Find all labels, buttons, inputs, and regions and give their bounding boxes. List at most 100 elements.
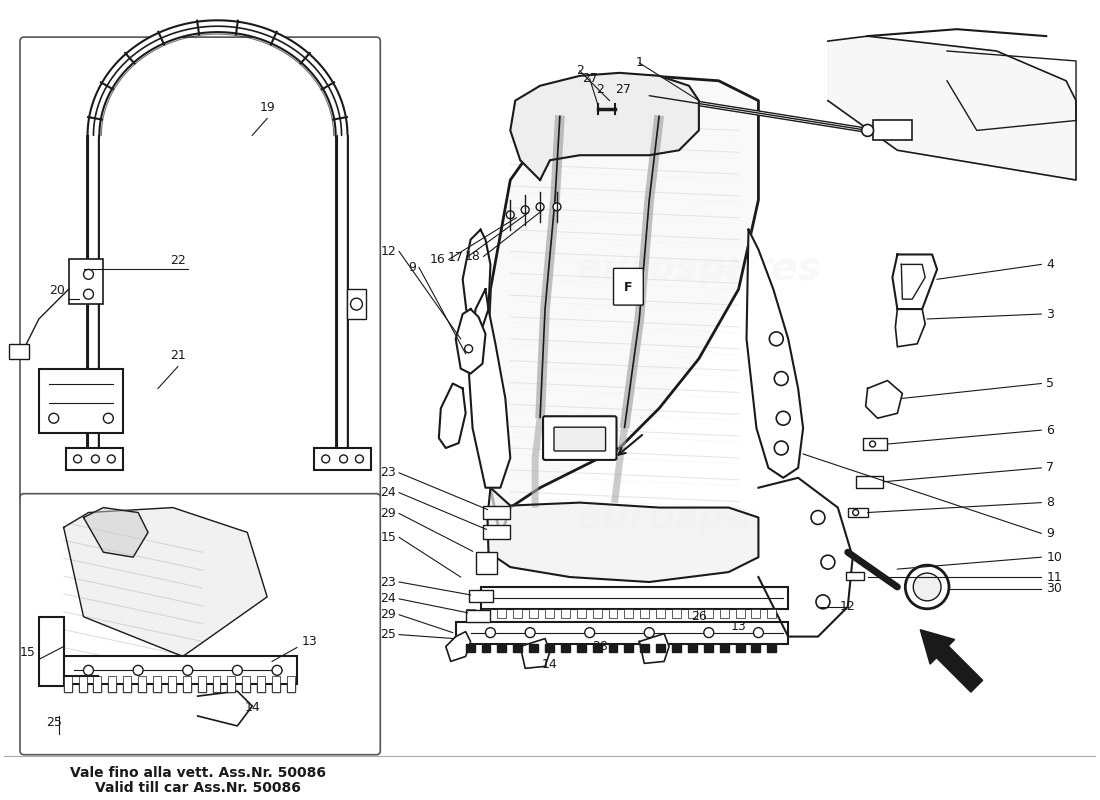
Bar [123, 676, 131, 692]
Text: 23: 23 [381, 466, 396, 479]
Bar [576, 609, 585, 618]
Circle shape [232, 666, 242, 675]
Bar [529, 643, 538, 653]
Bar [198, 684, 206, 692]
Bar [529, 609, 538, 618]
Bar [482, 609, 491, 618]
Bar [242, 676, 251, 692]
Bar [183, 676, 190, 692]
Text: 9: 9 [408, 261, 416, 274]
Polygon shape [455, 309, 485, 374]
Text: 11: 11 [1046, 570, 1062, 583]
Bar [153, 676, 161, 692]
Bar [168, 684, 176, 692]
FancyBboxPatch shape [862, 438, 888, 450]
Text: 27: 27 [616, 82, 631, 96]
Circle shape [351, 298, 362, 310]
Bar [94, 676, 101, 692]
Bar [544, 609, 554, 618]
Polygon shape [866, 381, 902, 418]
Bar [719, 643, 728, 653]
Bar [242, 684, 251, 692]
Bar [625, 643, 634, 653]
Circle shape [506, 211, 515, 218]
Circle shape [485, 628, 495, 638]
Bar [465, 609, 474, 618]
Text: 5: 5 [1046, 377, 1054, 390]
Polygon shape [463, 230, 491, 339]
Text: 15: 15 [381, 531, 396, 544]
Bar [657, 643, 665, 653]
Bar [544, 643, 554, 653]
Bar [482, 643, 491, 653]
Bar [139, 684, 146, 692]
Polygon shape [639, 634, 669, 663]
FancyBboxPatch shape [614, 268, 644, 305]
Circle shape [704, 628, 714, 638]
Bar [608, 609, 617, 618]
Circle shape [525, 628, 535, 638]
Bar [514, 609, 522, 618]
Text: 26: 26 [691, 610, 707, 623]
Circle shape [340, 455, 348, 463]
Bar [183, 684, 190, 692]
Bar [108, 676, 117, 692]
Text: eurospares: eurospares [107, 582, 299, 611]
Bar [719, 609, 728, 618]
Text: F: F [624, 281, 632, 294]
Bar [736, 643, 745, 653]
FancyBboxPatch shape [872, 121, 912, 140]
Text: 15: 15 [20, 646, 36, 659]
Text: 13: 13 [301, 634, 318, 647]
Bar [94, 684, 101, 692]
Circle shape [913, 573, 940, 601]
FancyBboxPatch shape [846, 572, 864, 580]
Circle shape [585, 628, 595, 638]
FancyBboxPatch shape [455, 622, 789, 643]
Circle shape [84, 290, 94, 299]
Bar [672, 643, 681, 653]
Text: 12: 12 [381, 245, 396, 258]
Circle shape [108, 455, 115, 463]
Text: 29: 29 [381, 608, 396, 622]
Circle shape [774, 371, 789, 386]
Text: 30: 30 [1046, 582, 1063, 595]
Bar [704, 643, 713, 653]
Circle shape [321, 455, 330, 463]
Polygon shape [84, 507, 148, 557]
Polygon shape [895, 309, 925, 346]
Bar [212, 684, 220, 692]
Text: 12: 12 [840, 600, 856, 614]
Polygon shape [520, 638, 550, 668]
Text: 14: 14 [542, 658, 558, 671]
Polygon shape [510, 73, 698, 180]
Bar [657, 609, 665, 618]
Text: eurospares: eurospares [576, 498, 822, 537]
Text: 27: 27 [582, 72, 597, 86]
Bar [272, 684, 280, 692]
Polygon shape [439, 383, 465, 448]
Text: 16: 16 [430, 253, 446, 266]
Bar [768, 609, 777, 618]
Circle shape [48, 414, 58, 423]
Text: 3: 3 [1046, 307, 1054, 321]
Bar [640, 643, 649, 653]
FancyBboxPatch shape [856, 476, 883, 488]
Bar [228, 676, 235, 692]
Text: 29: 29 [381, 507, 396, 520]
Polygon shape [485, 76, 758, 538]
FancyBboxPatch shape [20, 37, 381, 502]
Text: Vale fino alla vett. Ass.Nr. 50086: Vale fino alla vett. Ass.Nr. 50086 [69, 766, 326, 780]
Text: 6: 6 [1046, 424, 1054, 437]
FancyBboxPatch shape [9, 344, 29, 358]
FancyBboxPatch shape [39, 369, 123, 433]
FancyBboxPatch shape [20, 494, 381, 754]
Bar [257, 684, 265, 692]
Text: eurospares: eurospares [107, 274, 299, 304]
Polygon shape [892, 254, 937, 309]
Text: 8: 8 [1046, 496, 1054, 509]
Bar [704, 609, 713, 618]
Bar [168, 676, 176, 692]
FancyBboxPatch shape [481, 587, 789, 609]
Bar [688, 609, 697, 618]
